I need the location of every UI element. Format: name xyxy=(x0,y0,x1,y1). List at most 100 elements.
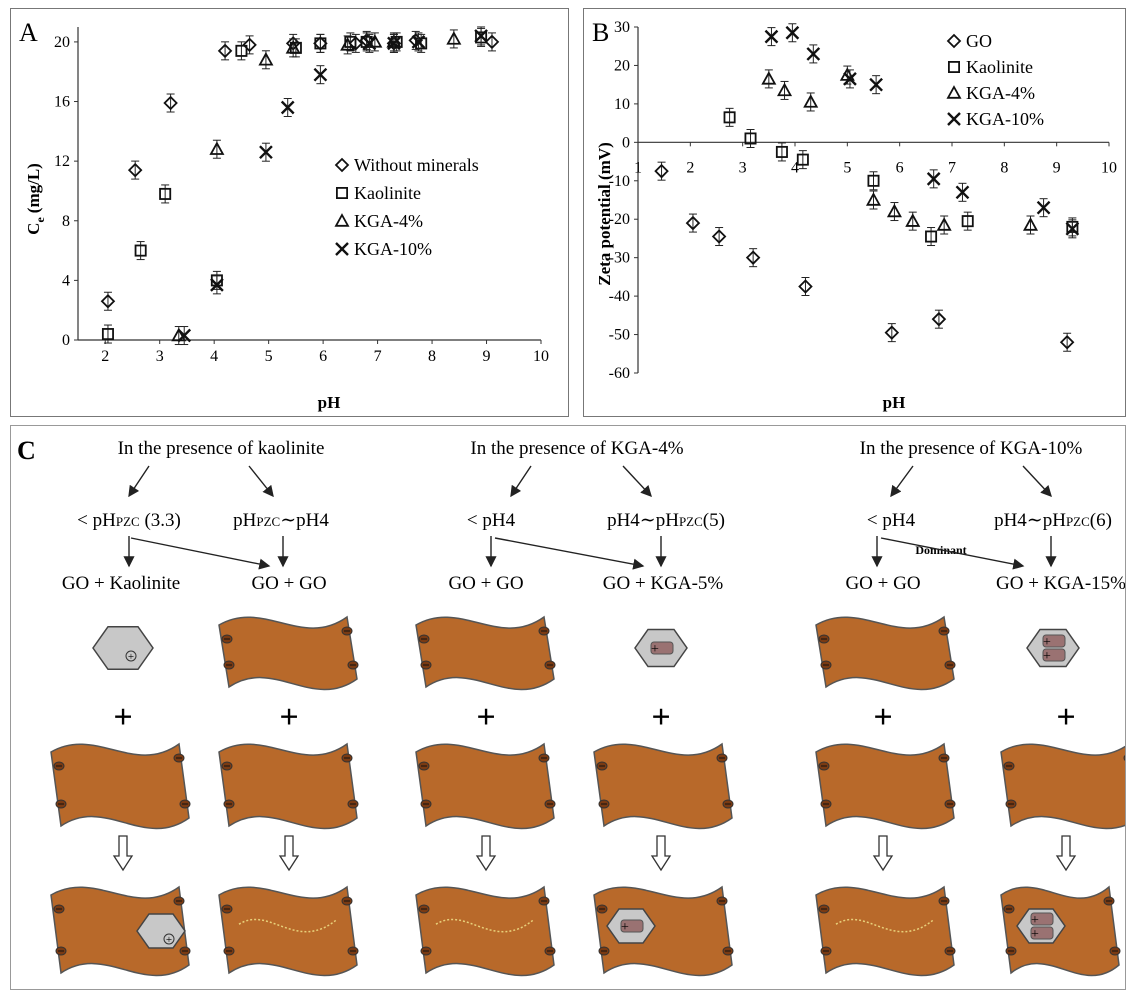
col2-result-left: GO + GO xyxy=(448,573,523,594)
data-point-x xyxy=(411,35,426,49)
flow-arrow xyxy=(494,537,645,570)
x-tick-label: 2 xyxy=(101,348,109,365)
chart-a-ylabel: Ce(mg/L) xyxy=(24,163,47,235)
scheme-svg: C In the presence of kaolinite < pHPZC (… xyxy=(17,436,1131,977)
mineral-hexagon xyxy=(92,625,154,671)
legend-label: KGA-4% xyxy=(966,83,1035,103)
go-sheet-row2 xyxy=(218,742,359,830)
go-sheet-row1 xyxy=(218,615,359,691)
data-point-square xyxy=(134,244,147,257)
data-point-x xyxy=(177,328,192,343)
y-tick-label: 8 xyxy=(62,213,70,230)
down-arrow-icon xyxy=(112,835,134,872)
go-sheet xyxy=(415,885,555,977)
data-point-triangle xyxy=(340,37,356,51)
legend-label: KGA-10% xyxy=(354,239,432,259)
legend-label: GO xyxy=(966,31,992,51)
go-sheet xyxy=(415,615,555,691)
down-arrow-icon xyxy=(872,835,894,872)
go-sheet-row3 xyxy=(415,885,556,977)
chart-a-legend: Without minerals Kaolinite KGA-4% KGA-10% xyxy=(334,155,479,259)
go-sheet-row3 xyxy=(50,885,191,977)
go-sheet-row2 xyxy=(415,742,556,830)
go-sheet xyxy=(50,885,190,977)
flow-arrow xyxy=(890,465,914,498)
go-sheet xyxy=(1000,742,1131,830)
panel-label-b: B xyxy=(592,18,609,47)
y-tick-label: 12 xyxy=(54,153,70,170)
mineral-hexagon xyxy=(1026,628,1080,668)
x-tick-label: 1 xyxy=(634,159,642,176)
x-tick-label: 4 xyxy=(791,159,799,176)
data-point-x xyxy=(869,77,883,92)
go-sheet xyxy=(815,742,955,830)
data-point-x xyxy=(362,36,377,51)
col2-heading: In the presence of KGA-4% xyxy=(470,438,683,459)
col1-cond-left: < pHPZC (3.3) xyxy=(77,510,181,531)
x-tick-label: 10 xyxy=(533,348,549,365)
y-tick-label: 10 xyxy=(614,96,630,113)
y-tick-label: 20 xyxy=(54,34,70,51)
x-tick-label: 10 xyxy=(1101,159,1117,176)
down-arrow-icon xyxy=(650,835,672,872)
x-tick-label: 7 xyxy=(948,159,956,176)
x-tick-label: 8 xyxy=(428,348,436,365)
legend-label: Without minerals xyxy=(354,155,479,175)
legend-marker-diamond xyxy=(946,33,962,49)
x-tick-label: 9 xyxy=(1053,159,1061,176)
go-sheet-row2 xyxy=(593,742,734,830)
data-point-triangle xyxy=(936,217,952,231)
col2-cond-left: < pH4 xyxy=(467,510,516,531)
data-point-triangle xyxy=(905,213,921,227)
legend-marker-x xyxy=(947,112,961,126)
kga-particle: + xyxy=(634,628,688,668)
data-point-x xyxy=(843,72,857,86)
go-sheet xyxy=(815,615,955,691)
ga-coating xyxy=(1030,912,1054,926)
y-tick-label: -50 xyxy=(609,327,630,344)
plus-operator: + xyxy=(279,699,298,736)
y-tick-label: 0 xyxy=(62,332,70,349)
y-tick-label: -40 xyxy=(609,288,630,305)
data-point-square xyxy=(314,37,327,50)
data-point-diamond xyxy=(217,43,233,59)
y-tick-label: 20 xyxy=(614,57,630,74)
legend-marker-triangle xyxy=(946,85,962,99)
mineral-hexagon xyxy=(136,913,186,949)
go-sheet xyxy=(218,742,358,830)
col1-cond-right: pHPZC∼pH4 xyxy=(233,510,329,531)
data-point-triangle xyxy=(803,94,819,108)
col1-result-left: GO + Kaolinite xyxy=(62,573,180,594)
kga-particle: + xyxy=(606,908,656,944)
col3-cond-left: < pH4 xyxy=(867,510,916,531)
plus-sign: + xyxy=(621,920,629,935)
data-point-diamond xyxy=(1059,334,1075,350)
data-point-x xyxy=(1065,221,1080,236)
kga-particle: ++ xyxy=(1026,628,1080,668)
col1-heading: In the presence of kaolinite xyxy=(118,438,325,459)
plus-operator: + xyxy=(873,699,892,736)
x-tick-label: 5 xyxy=(843,159,851,176)
flow-arrow xyxy=(128,465,150,498)
data-point-square xyxy=(796,153,809,166)
x-tick-label: 5 xyxy=(265,348,273,365)
chart-a-svg: A 0 4 8 12 16 20 2 3 4 5 6 7 8 9 10 pH Ce(mg/L) Withou… xyxy=(19,18,549,412)
x-tick-label: 4 xyxy=(210,348,218,365)
scheme-arrows xyxy=(123,465,1057,570)
plus-sign: + xyxy=(128,651,134,663)
y-tick-label: 0 xyxy=(622,134,630,151)
legend-label: KGA-10% xyxy=(966,109,1044,129)
positive-charge-icon xyxy=(125,650,137,662)
x-tick-label: 9 xyxy=(483,348,491,365)
data-point-triangle xyxy=(761,71,777,85)
col1-result-right: GO + GO xyxy=(251,573,326,594)
flow-arrow xyxy=(510,465,532,498)
y-tick-label: -30 xyxy=(609,250,630,267)
go-sheet-row2 xyxy=(50,742,191,830)
y-tick-label: 30 xyxy=(614,19,630,36)
data-point-diamond xyxy=(127,162,143,178)
flow-arrow xyxy=(1022,465,1052,498)
kaolinite-particle: + xyxy=(136,913,186,949)
data-point-triangle xyxy=(865,192,882,206)
data-point-x xyxy=(764,29,779,44)
